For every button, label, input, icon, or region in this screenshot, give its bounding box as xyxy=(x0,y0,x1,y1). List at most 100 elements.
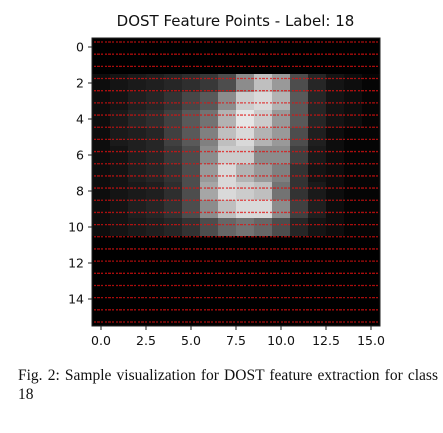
heatmap-cell xyxy=(326,182,345,201)
heatmap-cell xyxy=(254,272,273,291)
heatmap-cell xyxy=(236,128,255,147)
heatmap-cell xyxy=(110,200,129,219)
heatmap-cell xyxy=(146,236,165,255)
heatmap-cell xyxy=(146,290,165,309)
heatmap-cell xyxy=(272,110,291,129)
heatmap-cell xyxy=(110,254,129,273)
y-axis: 0 2 4 6 8 10 12 14 xyxy=(68,40,92,307)
heatmap-cell xyxy=(290,236,309,255)
heatmap-cell xyxy=(92,182,111,201)
heatmap-cell xyxy=(326,308,345,327)
heatmap-cell xyxy=(362,308,381,327)
heatmap-cell xyxy=(344,56,363,75)
heatmap-cell xyxy=(308,290,327,309)
heatmap-cell xyxy=(236,236,255,255)
heatmap-cell xyxy=(362,110,381,129)
heatmap-cell xyxy=(164,200,183,219)
heatmap-cell xyxy=(164,128,183,147)
heatmap-cell xyxy=(308,308,327,327)
heatmap-cell xyxy=(164,290,183,309)
heatmap-cell xyxy=(110,110,129,129)
y-tick-label: 2 xyxy=(76,76,84,91)
heatmap-cell xyxy=(182,92,201,111)
heatmap-cell xyxy=(200,128,219,147)
heatmap-cell xyxy=(200,308,219,327)
heatmap-cell xyxy=(146,254,165,273)
heatmap-cell xyxy=(128,56,147,75)
heatmap-cell xyxy=(110,56,129,75)
heatmap-cell xyxy=(344,128,363,147)
heatmap-cell xyxy=(110,290,129,309)
heatmap-cell xyxy=(146,182,165,201)
heatmap-cell xyxy=(218,290,237,309)
heatmap-cell xyxy=(128,182,147,201)
heatmap-cell xyxy=(164,218,183,237)
heatmap-cell xyxy=(254,110,273,129)
heatmap-cell xyxy=(272,308,291,327)
heatmap-cell xyxy=(290,128,309,147)
y-tick-label: 12 xyxy=(68,256,84,271)
heatmap-cell xyxy=(182,254,201,273)
heatmap-cell xyxy=(218,128,237,147)
y-tick-label: 4 xyxy=(76,112,84,127)
heatmap-cell xyxy=(254,236,273,255)
heatmap-cell xyxy=(290,110,309,129)
heatmap-cell xyxy=(128,92,147,111)
heatmap-cell xyxy=(254,290,273,309)
heatmap-cell xyxy=(362,200,381,219)
heatmap-cell xyxy=(272,92,291,111)
heatmap-cell xyxy=(236,56,255,75)
heatmap-cell xyxy=(308,236,327,255)
heatmap-cell xyxy=(200,236,219,255)
heatmap-cell xyxy=(200,218,219,237)
heatmap-cell xyxy=(218,146,237,165)
heatmap-cell xyxy=(272,128,291,147)
heatmap-cell xyxy=(290,74,309,93)
heatmap-cell xyxy=(362,272,381,291)
heatmap-cell xyxy=(182,308,201,327)
heatmap-cell xyxy=(128,146,147,165)
heatmap-cell xyxy=(128,74,147,93)
heatmap-cell xyxy=(236,92,255,111)
heatmap-cell xyxy=(326,110,345,129)
heatmap-cell xyxy=(236,164,255,183)
heatmap-cell xyxy=(344,74,363,93)
heatmap-cell xyxy=(218,182,237,201)
heatmap-cell xyxy=(218,236,237,255)
x-tick-label: 2.5 xyxy=(136,333,156,348)
heatmap-cell xyxy=(236,272,255,291)
heatmap-cell xyxy=(236,254,255,273)
heatmap-cell xyxy=(218,164,237,183)
heatmap-cell xyxy=(110,164,129,183)
heatmap-cell xyxy=(200,182,219,201)
heatmap-cell xyxy=(362,290,381,309)
heatmap-cell xyxy=(92,74,111,93)
heatmap-cell xyxy=(128,128,147,147)
heatmap-cell xyxy=(272,218,291,237)
heatmap-cell xyxy=(182,146,201,165)
heatmap-cell xyxy=(326,290,345,309)
heatmap-cell xyxy=(272,254,291,273)
heatmap-cell xyxy=(272,182,291,201)
heatmap-cell xyxy=(326,272,345,291)
heatmap-cell xyxy=(218,308,237,327)
heatmap-cell xyxy=(326,74,345,93)
heatmap-cell xyxy=(110,236,129,255)
heatmap-cell xyxy=(254,56,273,75)
x-tick-label: 0.0 xyxy=(91,333,111,348)
heatmap-cell xyxy=(308,128,327,147)
heatmap-cells xyxy=(92,38,381,327)
heatmap-cell xyxy=(254,182,273,201)
heatmap-cell xyxy=(200,74,219,93)
heatmap-cell xyxy=(344,182,363,201)
heatmap-cell xyxy=(146,110,165,129)
heatmap-cell xyxy=(308,164,327,183)
heatmap-cell xyxy=(128,110,147,129)
heatmap-cell xyxy=(128,218,147,237)
x-tick-label: 10.0 xyxy=(267,333,295,348)
heatmap-cell xyxy=(254,218,273,237)
heatmap-cell xyxy=(290,164,309,183)
heatmap-cell xyxy=(218,254,237,273)
heatmap-cell xyxy=(92,56,111,75)
heatmap-cell xyxy=(308,272,327,291)
